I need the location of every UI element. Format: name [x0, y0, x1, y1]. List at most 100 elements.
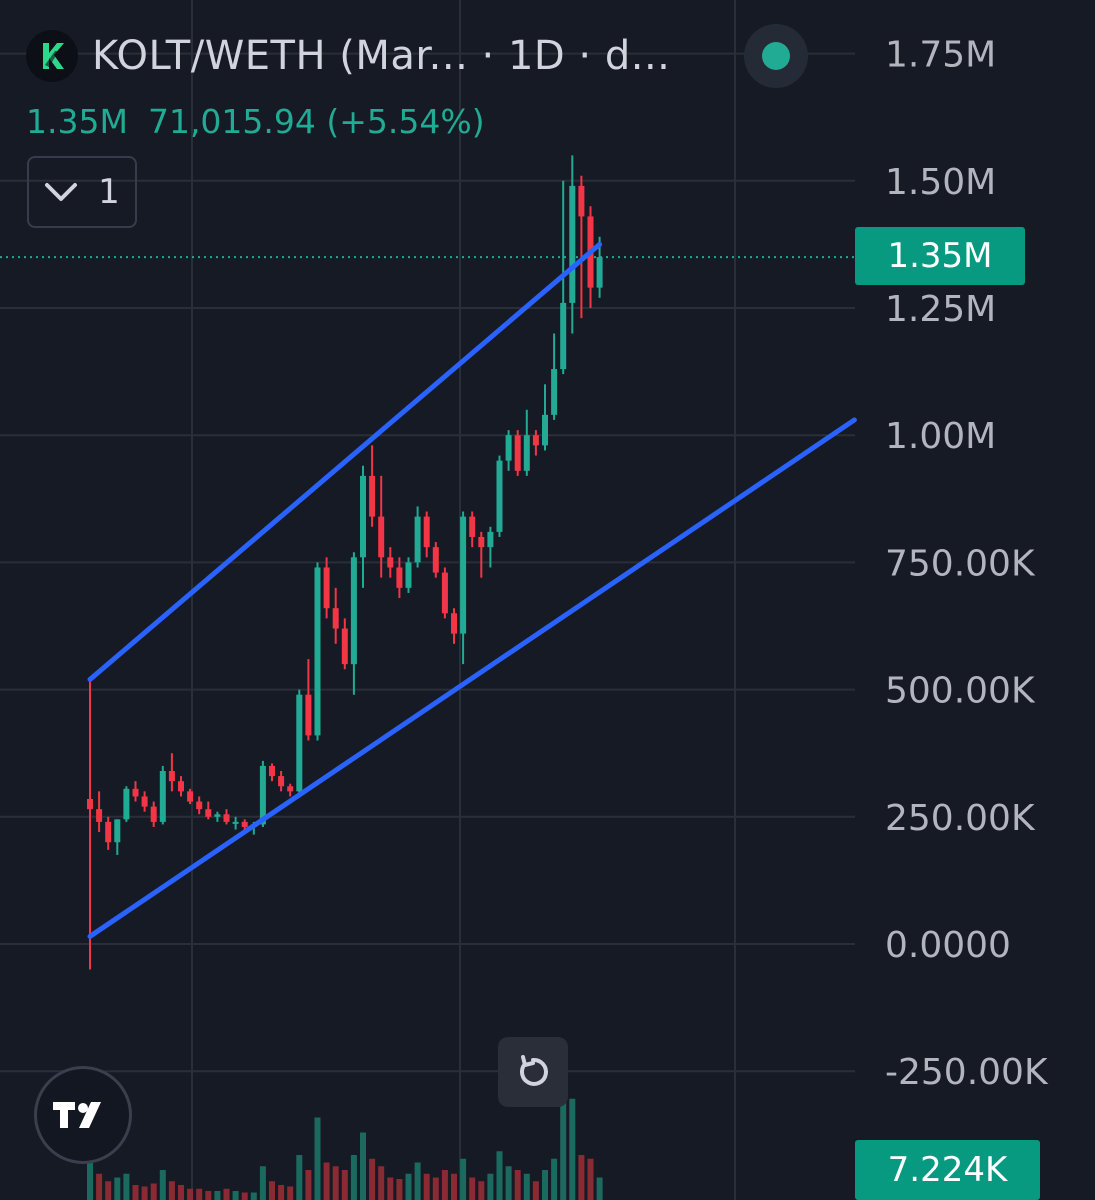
- volume-bar: [460, 1158, 467, 1200]
- candle: [269, 763, 275, 782]
- y-tick-label: 500.00K: [885, 671, 1036, 712]
- candle: [87, 679, 93, 970]
- candle: [569, 155, 576, 334]
- candle: [150, 801, 157, 827]
- tradingview-logo-icon[interactable]: [34, 1066, 132, 1164]
- candle-body: [287, 786, 294, 792]
- candle-body: [196, 801, 203, 810]
- candle-body: [360, 475, 366, 558]
- y-tick-label: 1.00M: [885, 416, 996, 457]
- candle-body: [214, 814, 221, 817]
- volume-bar: [178, 1185, 184, 1200]
- candle-body: [596, 257, 603, 288]
- candle-body: [105, 821, 112, 843]
- volume-bar: [259, 1166, 266, 1200]
- candle: [159, 765, 166, 825]
- kolt-logo-icon: [26, 30, 78, 82]
- symbol-title[interactable]: KOLT/WETH (Mar... · 1D · d...: [92, 33, 671, 79]
- candle-body: [387, 557, 394, 568]
- candle-body: [560, 302, 567, 370]
- chevron-down-icon: [45, 183, 78, 201]
- trendline-lower[interactable]: [87, 417, 857, 939]
- candle-body: [441, 572, 448, 614]
- candle-body: [350, 557, 357, 665]
- candle: [114, 819, 121, 855]
- volume-bar: [560, 1087, 567, 1200]
- collapse-indicators-button[interactable]: 1: [27, 156, 137, 228]
- status-dot-icon[interactable]: [744, 24, 808, 88]
- y-tick-label: 1.25M: [885, 289, 996, 330]
- candle-body: [569, 185, 576, 303]
- candle: [96, 791, 103, 833]
- current-price-label: 1.35M: [855, 227, 1025, 285]
- volume-bar: [150, 1183, 157, 1200]
- volume-bar: [551, 1158, 558, 1200]
- trendlines[interactable]: [87, 241, 857, 939]
- volume-bar: [241, 1192, 248, 1200]
- volume-bar: [451, 1173, 457, 1200]
- candle: [178, 776, 184, 797]
- candle-body: [496, 460, 503, 532]
- candle: [187, 788, 194, 805]
- candle-body: [114, 819, 121, 843]
- volume-bar: [159, 1170, 166, 1200]
- candle-body: [96, 809, 103, 822]
- volume-bar: [314, 1117, 321, 1200]
- candle-body: [168, 771, 175, 782]
- candle: [423, 511, 430, 558]
- volume-bar: [387, 1177, 394, 1200]
- volume-bar: [168, 1181, 175, 1200]
- volume-bar: [232, 1191, 239, 1200]
- volume-bar: [496, 1151, 503, 1200]
- candle: [205, 801, 212, 820]
- candle: [305, 659, 312, 741]
- candle: [414, 506, 421, 568]
- candle-body: [396, 567, 403, 588]
- volume-bar: [96, 1173, 103, 1200]
- price-legend: 1.35M 71,015.94 (+5.54%): [26, 102, 485, 141]
- volume-bar: [405, 1173, 412, 1200]
- candle: [405, 557, 412, 593]
- volume-bar: [532, 1181, 539, 1200]
- candle-body: [578, 185, 585, 217]
- candle-body: [123, 788, 130, 820]
- candle: [332, 587, 339, 644]
- candle: [132, 781, 139, 802]
- candle-body: [551, 369, 558, 415]
- volume-bar: [360, 1132, 366, 1200]
- candle-body: [232, 821, 239, 824]
- candle-body: [432, 547, 439, 573]
- candle: [451, 608, 457, 644]
- volume-bar: [123, 1173, 130, 1200]
- candle-body: [296, 694, 303, 792]
- trendline-upper[interactable]: [87, 241, 603, 682]
- candle-body: [523, 435, 530, 471]
- candle-body: [223, 814, 230, 822]
- volume-bar: [323, 1162, 330, 1200]
- candle-body: [369, 475, 376, 517]
- volume-bar: [432, 1177, 439, 1200]
- reset-chart-button[interactable]: [498, 1037, 568, 1107]
- candle: [314, 562, 321, 741]
- candle: [105, 816, 112, 850]
- volume-bar: [105, 1181, 112, 1200]
- candle: [441, 567, 448, 619]
- candle: [469, 511, 476, 548]
- candle-body: [487, 531, 494, 548]
- y-tick-label: 1.75M: [885, 35, 996, 76]
- candle: [514, 430, 521, 476]
- candle: [578, 175, 585, 319]
- price-axis[interactable]: 1.75M 1.50M 1.25M 1.00M 750.00K 500.00K 250.00…: [885, 35, 1049, 1094]
- candle-body: [460, 516, 467, 634]
- candle: [296, 689, 303, 794]
- volume-bar: [287, 1186, 294, 1200]
- chart-grid: [0, 0, 855, 1200]
- volume-bar: [296, 1155, 303, 1200]
- volume-bar: [196, 1188, 203, 1200]
- y-tick-label: 250.00K: [885, 798, 1036, 839]
- candle-body: [514, 435, 521, 471]
- volume-bar: [114, 1177, 121, 1200]
- volume-bar: [269, 1181, 275, 1200]
- candle-body: [259, 765, 266, 825]
